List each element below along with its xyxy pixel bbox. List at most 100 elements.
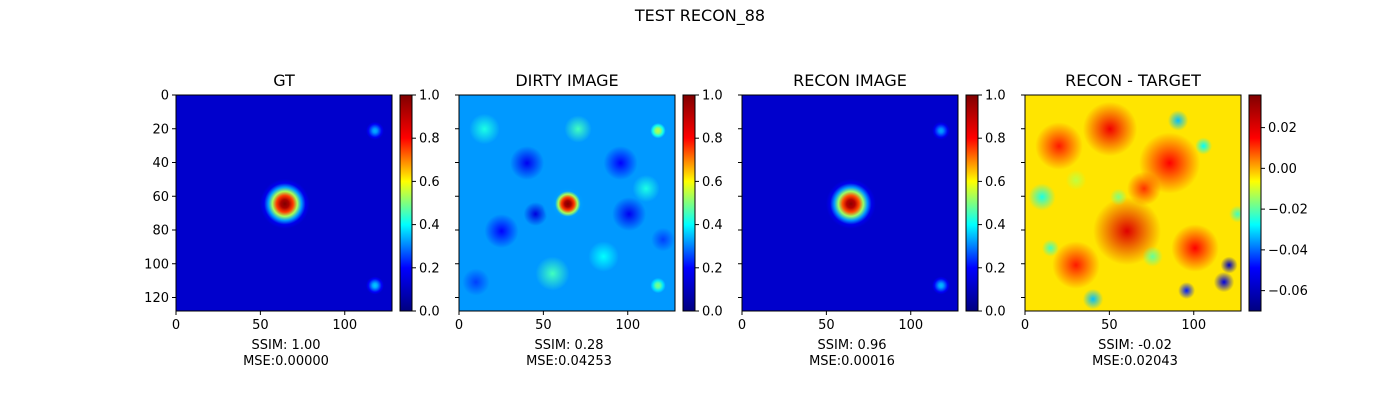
axes-frame	[458, 94, 676, 312]
background-blob	[469, 113, 500, 145]
x-tick-label: 100	[332, 318, 357, 333]
background-blob	[564, 115, 592, 143]
colorbar	[1248, 94, 1262, 312]
figure-title: TEST RECON_88	[634, 6, 766, 25]
heatmap-image	[459, 95, 675, 311]
colorbar-tick-label: −0.02	[1268, 203, 1308, 218]
y-tick-label: 60	[152, 190, 169, 205]
residual-blob	[1052, 241, 1100, 289]
source-blob	[923, 267, 958, 304]
heatmap-image	[176, 95, 392, 311]
background-blob	[510, 146, 545, 181]
residual-blob	[1229, 205, 1241, 223]
y-tick-label: 100	[144, 257, 169, 272]
background-blob	[462, 268, 490, 296]
axes-frame	[175, 94, 393, 312]
y-tick-label: 20	[152, 122, 169, 137]
metric-caption: MSE:0.04253	[526, 354, 612, 369]
colorbar-tick-label: 0.6	[985, 175, 1006, 190]
x-tick-label: 100	[1181, 318, 1206, 333]
x-tick-label: 50	[535, 318, 552, 333]
colorbar-tick-label: 0.6	[702, 175, 723, 190]
residual-blob	[1167, 110, 1189, 131]
colorbar-tick-label: 0.4	[419, 218, 440, 233]
residual-blob	[1178, 282, 1196, 300]
colorbar-tick-label: 0.4	[985, 218, 1006, 233]
y-tick-label: 40	[152, 156, 169, 171]
residual-blob	[1093, 197, 1162, 266]
y-tick-label: 120	[144, 291, 169, 306]
residual-blob	[1110, 188, 1128, 206]
residual-blob	[1035, 122, 1083, 170]
background-blob	[651, 227, 675, 252]
colorbar-tick-label: 0.0	[702, 305, 723, 320]
heatmap-image	[1025, 95, 1241, 311]
metric-caption: MSE:0.00000	[243, 354, 329, 369]
background-blob	[484, 214, 519, 249]
x-tick-label: 0	[455, 318, 463, 333]
x-tick-label: 0	[738, 318, 746, 333]
metric-caption: SSIM: 0.96	[817, 338, 886, 353]
residual-blob	[1065, 169, 1087, 191]
colorbar-tick-label: 0.6	[419, 175, 440, 190]
colorbar-tick-label: 0.4	[702, 218, 723, 233]
panel-2: RECON IMAGE 0 50 100 0.0 0.2 0.4 0.6 0.8 1.0 SSIM:…	[738, 71, 1006, 369]
residual-blob	[1042, 239, 1060, 257]
colorbar-tick-label: 0.0	[419, 305, 440, 320]
residual-blob	[1171, 224, 1219, 272]
colorbar-tick-label: −0.04	[1268, 243, 1308, 258]
panel-0: GT 0 50 100 0 20 40 60 80 100 120 0.0 0.2 0.4 0.6 0.8 1.…	[144, 71, 440, 369]
background-blob	[603, 146, 638, 181]
metric-caption: MSE:0.02043	[1092, 354, 1178, 369]
panel-title: RECON IMAGE	[793, 71, 907, 90]
x-tick-label: 100	[898, 318, 923, 333]
colorbar-tick-label: 1.0	[985, 89, 1006, 104]
colorbar-tick-label: 0.2	[702, 261, 723, 276]
residual-blob	[1195, 137, 1213, 155]
background-blob	[535, 256, 570, 291]
colorbar-tick-label: 0.8	[419, 132, 440, 147]
colorbar-tick-label: 0.2	[985, 261, 1006, 276]
residual-blob	[1220, 256, 1238, 274]
x-tick-label: 0	[1021, 318, 1029, 333]
colorbar	[965, 94, 979, 312]
panel-title: RECON - TARGET	[1065, 71, 1201, 90]
colorbar-tick-label: 0.2	[419, 261, 440, 276]
source-blob	[923, 112, 958, 149]
residual-blob	[1127, 171, 1162, 206]
colorbar-tick-label: 1.0	[419, 89, 440, 104]
source-blob	[817, 170, 885, 238]
background-blob	[588, 241, 619, 272]
x-tick-label: 50	[818, 318, 835, 333]
x-tick-label: 100	[615, 318, 640, 333]
background-blob	[632, 174, 660, 203]
residual-blob	[1082, 288, 1104, 310]
source-blob	[357, 112, 392, 149]
colorbar-tick-label: −0.06	[1268, 284, 1308, 299]
panel-3: RECON - TARGET 0 50 100 0.02 0.00 −0.02 −0.04 −0…	[1021, 71, 1308, 369]
y-tick-label: 0	[161, 89, 169, 104]
residual-blob	[1142, 246, 1163, 267]
colorbar-tick-label: 0.8	[985, 132, 1006, 147]
panel-title: DIRTY IMAGE	[515, 71, 618, 90]
metric-caption: MSE:0.00016	[809, 354, 895, 369]
colorbar-tick-label: 1.0	[702, 89, 723, 104]
metric-caption: SSIM: 0.28	[534, 338, 603, 353]
x-tick-label: 50	[252, 318, 269, 333]
colorbar-tick-label: 0.02	[1268, 121, 1297, 136]
background-blob	[612, 197, 647, 232]
residual-blob	[1213, 271, 1235, 293]
panel-1: DIRTY IMAGE 0 50 100 0.0 0.2 0.4 0.6 0.8 1.0 SSIM:…	[455, 71, 723, 369]
source-blob	[637, 110, 675, 152]
axes-frame	[741, 94, 959, 312]
source-blob	[637, 265, 675, 306]
residual-blob	[1082, 101, 1138, 157]
panel-title: GT	[273, 71, 295, 90]
colorbar-tick-label: 0.0	[985, 305, 1006, 320]
metric-caption: SSIM: -0.02	[1098, 338, 1172, 353]
metric-caption: SSIM: 1.00	[251, 338, 320, 353]
colorbar	[399, 94, 413, 312]
x-tick-label: 0	[172, 318, 180, 333]
heatmap-image	[742, 95, 958, 311]
